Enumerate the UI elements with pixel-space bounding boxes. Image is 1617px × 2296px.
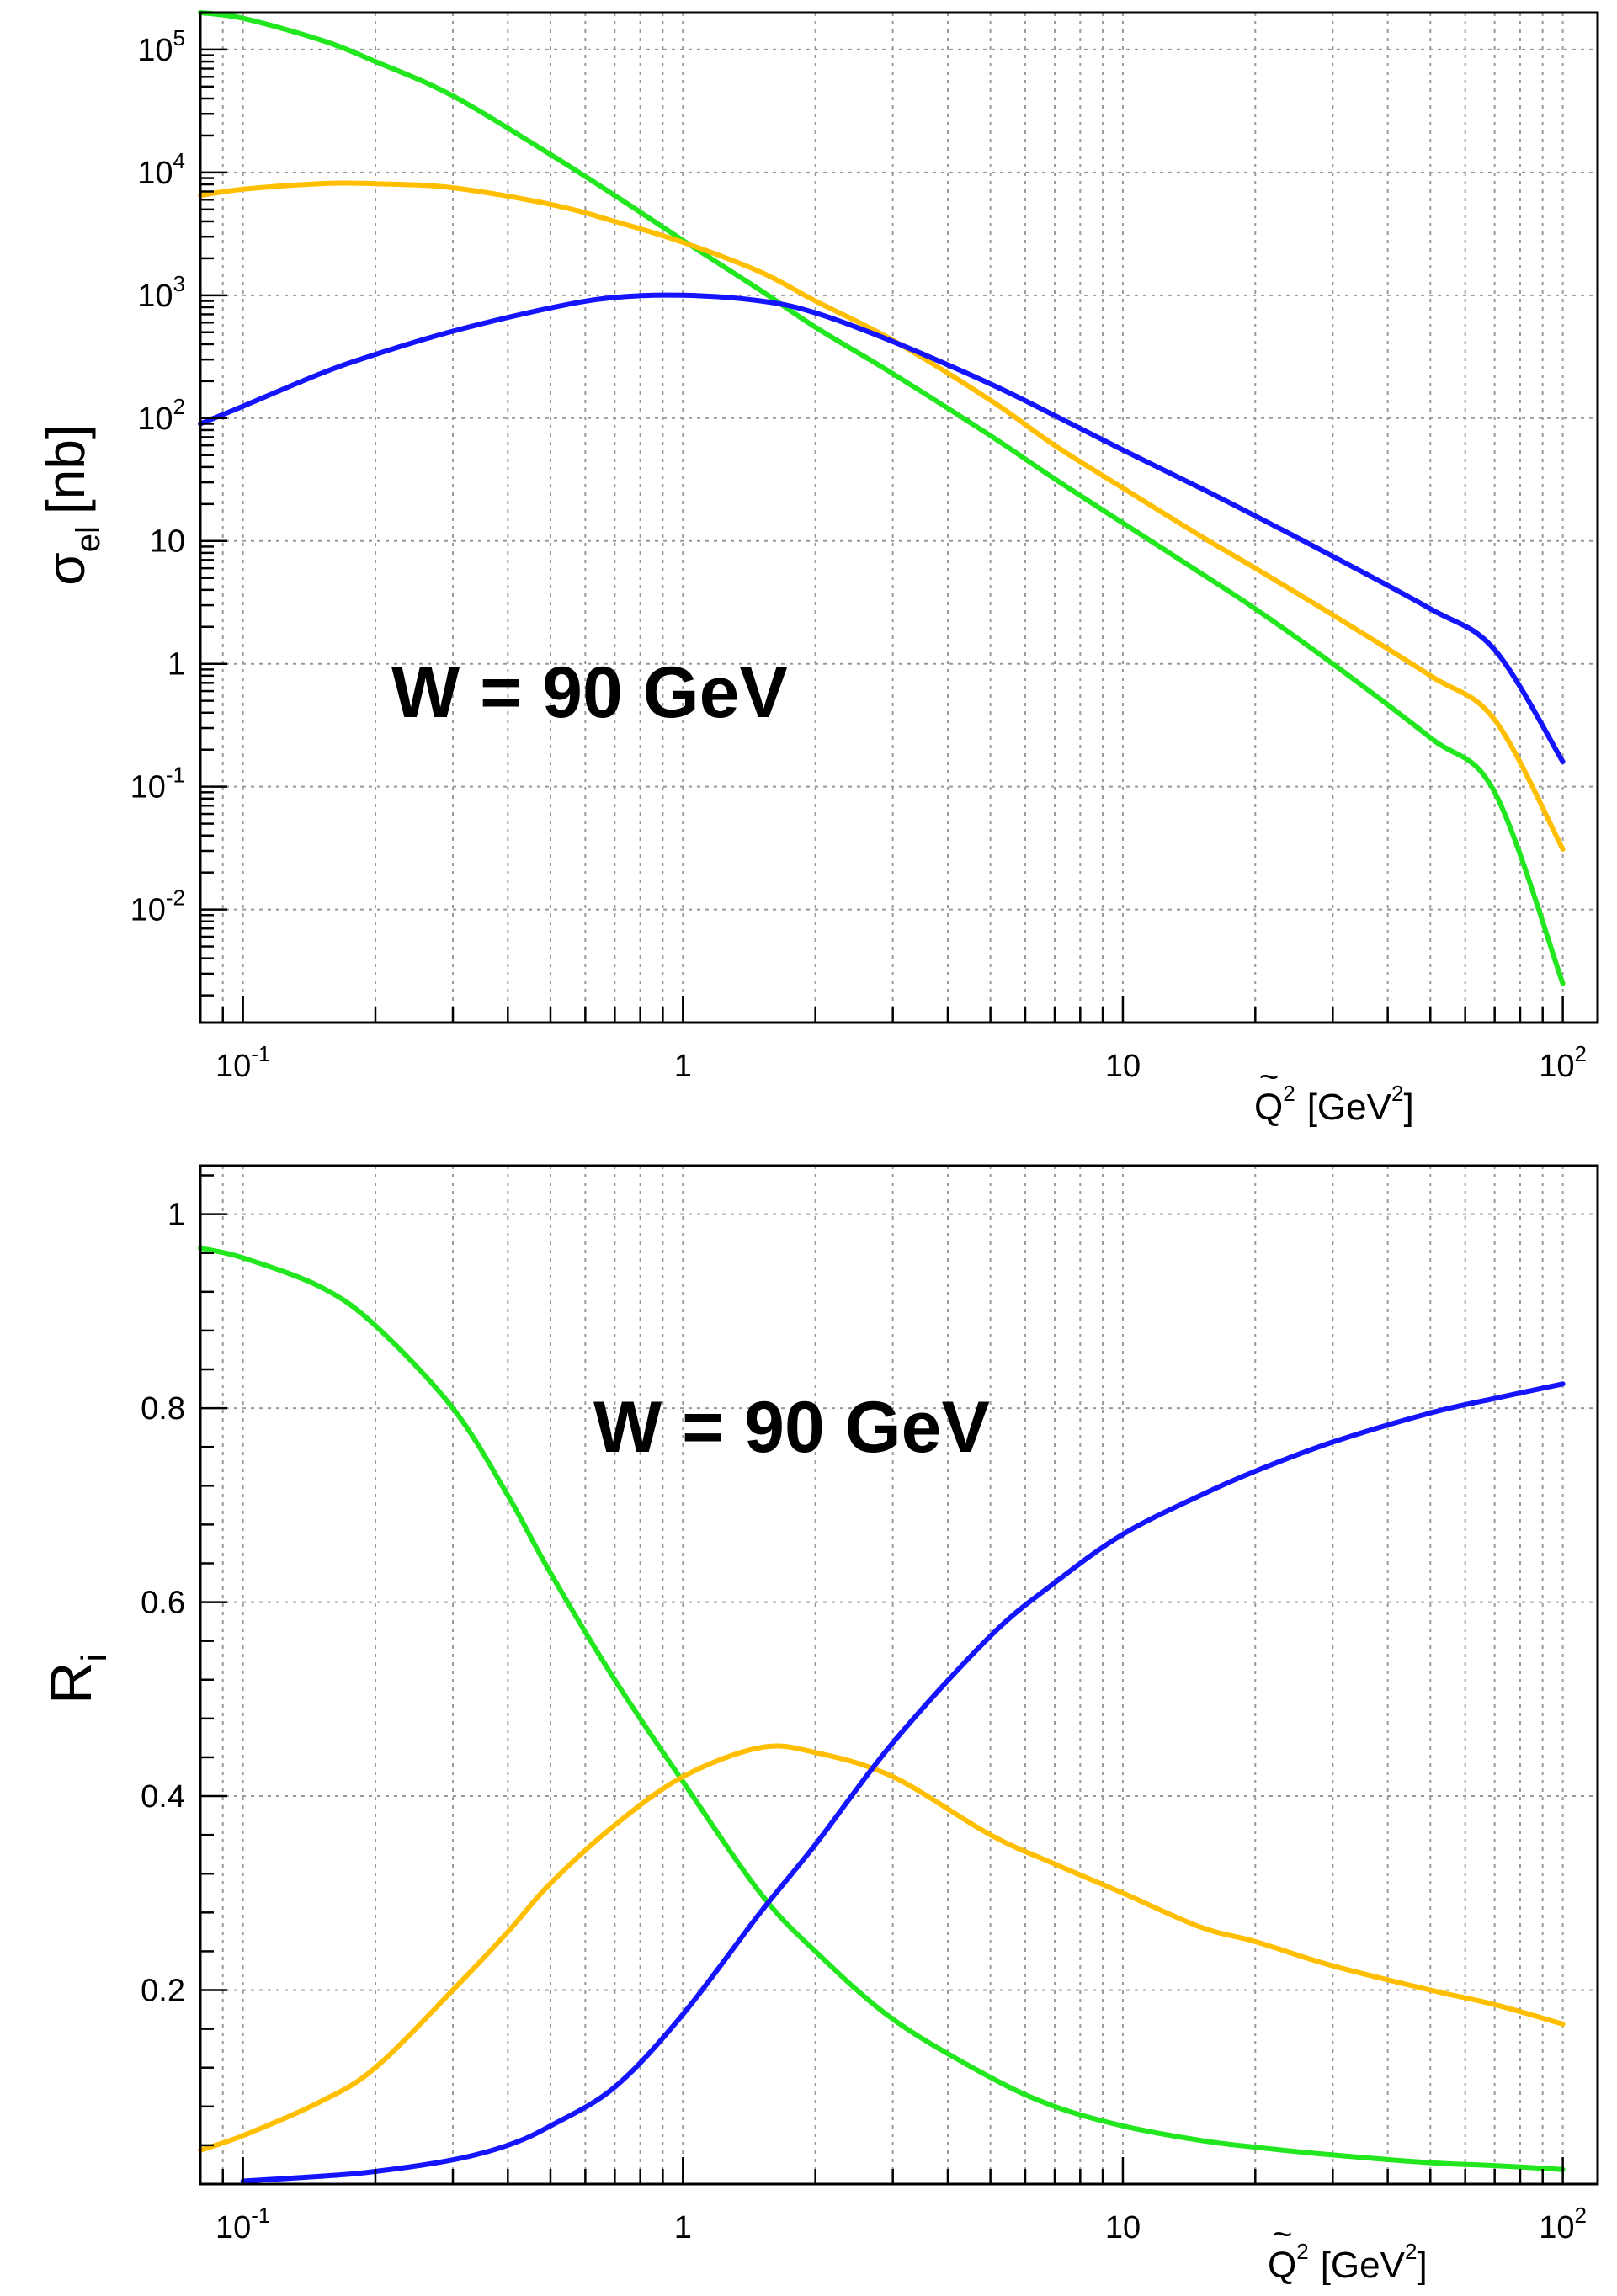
bottom-x-tick-labels: 10-1 1 10 102	[215, 2203, 1587, 2246]
y-tick-label: 102	[137, 394, 185, 437]
bottom-annotation: W = 90 GeV	[593, 1387, 990, 1468]
svg-text:Q2[GeV2]: Q2 [GeV2]	[1254, 1081, 1414, 1128]
x-tick-label: 10-1	[215, 2203, 270, 2246]
bottom-chart: 10-1 1 10 102 0.2 0.4 0.6 0.8 1 W = 90 GeV Ri ~…	[38, 1164, 1599, 2286]
top-y-tick-labels: 10-2 10-1 1 10 102 103 104 105	[130, 25, 185, 928]
svg-text:Q2[GeV2]: Q2 [GeV2]	[1268, 2239, 1428, 2286]
x-tick-label: 1	[674, 2210, 692, 2246]
bottom-y-axis-title: Ri	[38, 1654, 114, 1704]
series-green-line	[198, 10, 1566, 986]
svg-text:~: ~	[1273, 2216, 1292, 2253]
x-tick-label: 10	[1105, 2210, 1141, 2246]
series-green-line	[198, 1246, 1566, 2172]
x-tick-label: 102	[1539, 2203, 1587, 2246]
bottom-plot-frame	[199, 1164, 1599, 2186]
x-tick-label: 1	[674, 1049, 692, 1084]
bottom-x-axis-title: ~ Q2 [GeV2]	[1268, 2216, 1428, 2286]
top-chart: 10-1 1 10 102 10-2 10-1 1 10 102 103 104 105 W = 9…	[35, 10, 1599, 1128]
y-tick-label: 1	[168, 647, 185, 683]
x-tick-label: 10	[1105, 1049, 1141, 1084]
y-tick-label: 105	[137, 25, 185, 68]
top-x-tick-labels: 10-1 1 10 102	[215, 1041, 1587, 1084]
y-tick-label: 10-2	[130, 885, 185, 928]
y-tick-label: 1	[168, 1198, 185, 1233]
y-tick-label: 10-1	[130, 763, 185, 805]
y-tick-label: 0.4	[141, 1779, 185, 1815]
series-orange-line	[198, 1743, 1566, 2153]
series-blue-line	[240, 1381, 1566, 2184]
bottom-grid	[199, 1166, 1598, 2184]
y-tick-label: 0.2	[141, 1974, 185, 2009]
y-tick-label: 104	[137, 148, 185, 191]
top-y-axis-title: σel[nb]	[35, 424, 107, 585]
y-tick-label: 0.6	[141, 1586, 185, 1621]
x-tick-label: 102	[1539, 1041, 1587, 1084]
top-x-axis-title: ~ Q2 [GeV2]	[1254, 1059, 1414, 1128]
y-tick-label: 0.8	[141, 1391, 185, 1427]
y-tick-label: 103	[137, 271, 185, 314]
x-tick-label: 10-1	[215, 1041, 270, 1084]
svg-text:~: ~	[1259, 1059, 1279, 1096]
bottom-ticks	[199, 1174, 1564, 2186]
top-curves	[198, 10, 1566, 986]
series-blue-line	[198, 292, 1566, 764]
y-tick-label: 10	[150, 524, 185, 560]
top-annotation: W = 90 GeV	[391, 652, 788, 733]
bottom-y-tick-labels: 0.2 0.4 0.6 0.8 1	[141, 1198, 185, 2009]
top-plot-frame	[199, 11, 1599, 1024]
bottom-curves	[198, 1246, 1566, 2184]
